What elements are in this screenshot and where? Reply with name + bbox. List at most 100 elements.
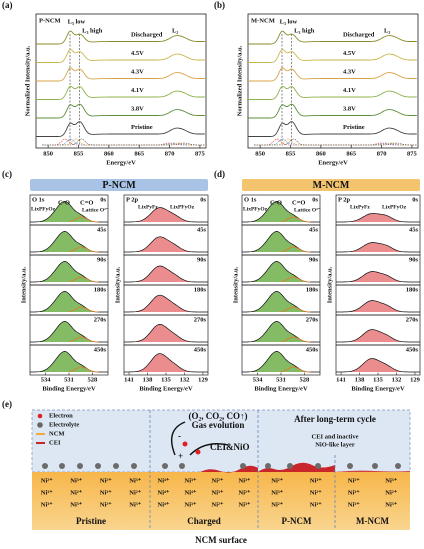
peak-label: L₂ (384, 27, 390, 34)
peak-fill (242, 261, 320, 282)
time-label: 45s (97, 226, 107, 233)
x-tick-label: 129 (198, 376, 209, 383)
cei-layer (335, 470, 410, 472)
curve-label: Discharged (131, 31, 163, 38)
envelope (124, 294, 208, 313)
ni-ion: Ni⁴⁺ (158, 477, 170, 484)
electrolyte-ball (372, 463, 378, 469)
x-tick-label: 850 (43, 150, 53, 157)
time-label: 0s (312, 196, 318, 203)
legend-label: Electrolyte (49, 421, 79, 428)
electrolyte-ball (162, 463, 168, 469)
electrolyte-ball (240, 463, 246, 469)
time-label: 450s (406, 346, 419, 353)
time-label: 270s (406, 316, 419, 323)
layer-label: CEI and inactive (312, 433, 359, 440)
peak-label: C=O (80, 199, 93, 206)
x-tick-label: 531 (276, 376, 286, 383)
ni-ion: Ni³⁺ (310, 477, 322, 484)
envelope (124, 324, 208, 343)
peak-fill (242, 231, 320, 252)
plot-frame (247, 13, 419, 149)
time-label: 0s (200, 196, 206, 203)
envelope (336, 300, 420, 313)
y-axis-label: Intensity/a.u. (20, 266, 27, 303)
peak-fill (242, 351, 320, 372)
peak-fill (124, 295, 208, 312)
curve-label: Pristine (131, 124, 153, 131)
after-cycle: After long-term cycle (294, 414, 376, 424)
electrolyte-ball (347, 463, 353, 469)
curve-label: 3.8V (131, 105, 144, 112)
legend-electron (37, 413, 43, 419)
minor-peak (68, 246, 99, 253)
electrolyte-ball (179, 463, 185, 469)
spectrum (248, 85, 417, 100)
time-label: 450s (306, 346, 319, 353)
minor-peak (68, 306, 99, 313)
panel-label: (e) (2, 399, 12, 409)
ni-ion: Ni³⁺ (348, 477, 360, 484)
peak-label: LixPyFz (350, 204, 370, 210)
peak-fill (124, 353, 208, 372)
x-tick-label: 135 (373, 376, 384, 383)
x-axis-label: Energy/eV (106, 159, 136, 166)
minor-peak (68, 336, 99, 343)
y-axis-label: Intensity/a.u. (326, 266, 333, 303)
peak-label: LixPFyOz (170, 204, 195, 210)
time-label: 0s (100, 196, 106, 203)
curve-label: 4.1V (131, 87, 144, 94)
region-name: Pristine (76, 516, 106, 526)
peak-fill (336, 300, 420, 312)
spectrum (248, 30, 417, 45)
peak-label: L₃ low (68, 18, 86, 25)
spectrum (248, 103, 417, 119)
x-tick-label: 138 (355, 376, 366, 383)
curve-label: 4.3V (131, 68, 144, 75)
minor-peak (280, 216, 311, 223)
minus-sign: - (178, 431, 181, 441)
envelope (336, 213, 420, 223)
peak-fill (124, 236, 208, 252)
spectrum (248, 67, 417, 82)
peak-label: L₃ high (294, 27, 315, 34)
x-tick-label: 141 (336, 376, 346, 383)
banner (30, 179, 208, 191)
electrolyte-ball (42, 463, 48, 469)
time-label: 90s (409, 256, 419, 263)
legend-electrolyte (37, 422, 43, 428)
ni-ion: Ni³⁺ (239, 477, 251, 484)
time-label: 270s (306, 316, 319, 323)
time-label: 450s (94, 346, 107, 353)
x-tick-label: 855 (74, 150, 85, 157)
fit-component (42, 138, 206, 146)
electrolyte-ball (395, 463, 401, 469)
electrolyte-ball (59, 463, 65, 469)
ni-ion: Ni³⁺ (100, 489, 112, 496)
spectrum (36, 103, 205, 119)
peak-label: C=O (292, 199, 305, 206)
peak-label: L₂ (172, 27, 178, 34)
minor-peak (68, 366, 99, 373)
gas-label: Gas evolution (192, 420, 245, 430)
y-axis-label: Normalized Intensity/a.u. (24, 45, 31, 116)
peak-fill (336, 242, 420, 252)
electrolyte-ball (77, 463, 83, 469)
electrolyte-ball (95, 463, 101, 469)
peak-fill (30, 321, 108, 342)
ni-ion: Ni²⁺ (100, 477, 112, 484)
peak-fill (30, 351, 108, 372)
x-tick-label: 531 (64, 376, 74, 383)
curve-label: 4.5V (343, 50, 356, 57)
panel-label: (c) (2, 169, 12, 179)
ni-ion: Ni⁴⁺ (158, 501, 170, 508)
minor-peak (68, 216, 99, 223)
time-label: 180s (306, 286, 319, 293)
envelope (124, 207, 208, 223)
ni-ion: Ni²⁺ (212, 477, 224, 484)
ni-ion: Ni⁴⁺ (185, 489, 197, 496)
time-label: 180s (406, 286, 419, 293)
x-axis-label: Binding Energy/eV (351, 385, 405, 392)
fit-component (42, 138, 206, 146)
